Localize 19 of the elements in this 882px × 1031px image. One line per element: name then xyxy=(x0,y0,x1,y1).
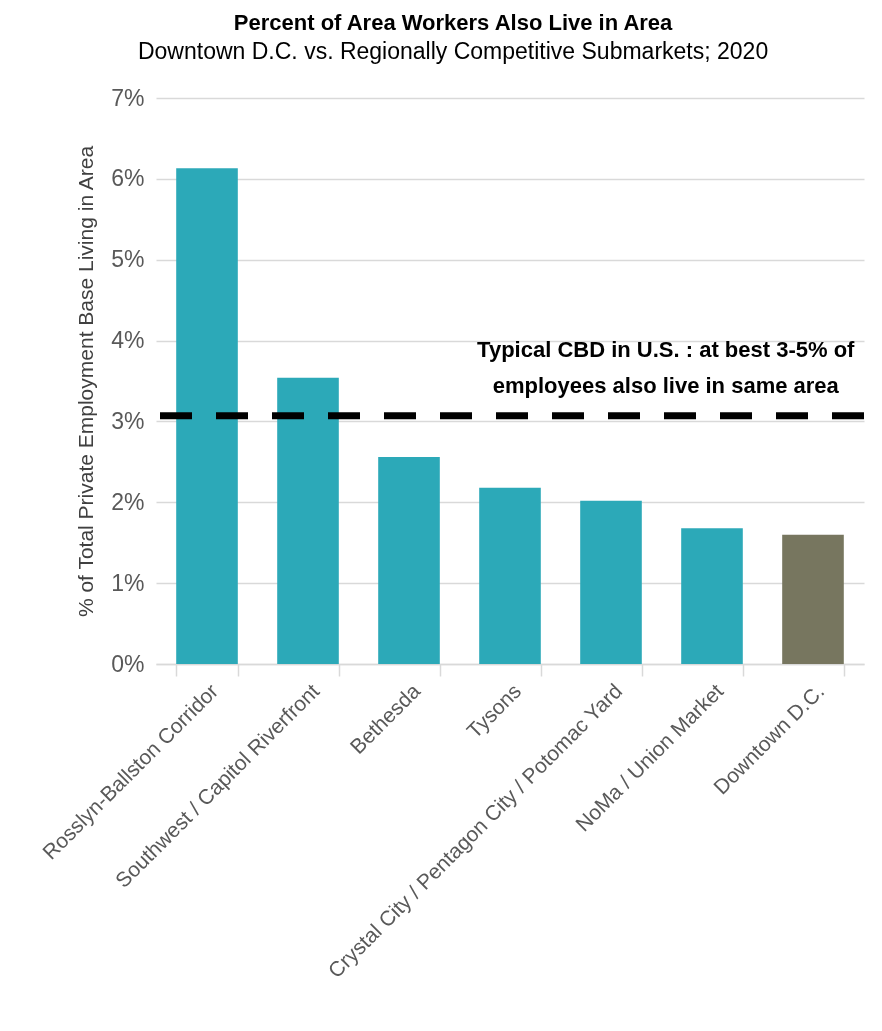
bar xyxy=(277,377,339,664)
chart-subtitle: Downtown D.C. vs. Regionally Competitive Submarkets; 2020 xyxy=(137,38,769,64)
y-tick-label: 3% xyxy=(111,407,145,434)
y-tick-label: 6% xyxy=(111,165,145,192)
bar xyxy=(479,487,541,664)
bar xyxy=(782,534,844,664)
y-tick-label: 2% xyxy=(111,488,145,515)
y-tick-label: 1% xyxy=(111,569,145,596)
y-tick-label: 0% xyxy=(111,650,145,677)
y-axis-title: % of Total Private Employment Base Living in Area xyxy=(74,145,98,618)
bar xyxy=(378,457,440,664)
bar xyxy=(176,168,238,664)
chart-title: Percent of Area Workers Also Live in Area xyxy=(233,10,674,35)
y-tick-label: 7% xyxy=(111,84,145,111)
bar xyxy=(681,528,743,664)
ref-line-label: Typical CBD in U.S. : at best 3-5% of employees also live in same area xyxy=(477,336,856,398)
y-tick-label: 5% xyxy=(111,246,145,273)
bar xyxy=(580,500,642,664)
y-tick-label: 4% xyxy=(111,327,145,354)
